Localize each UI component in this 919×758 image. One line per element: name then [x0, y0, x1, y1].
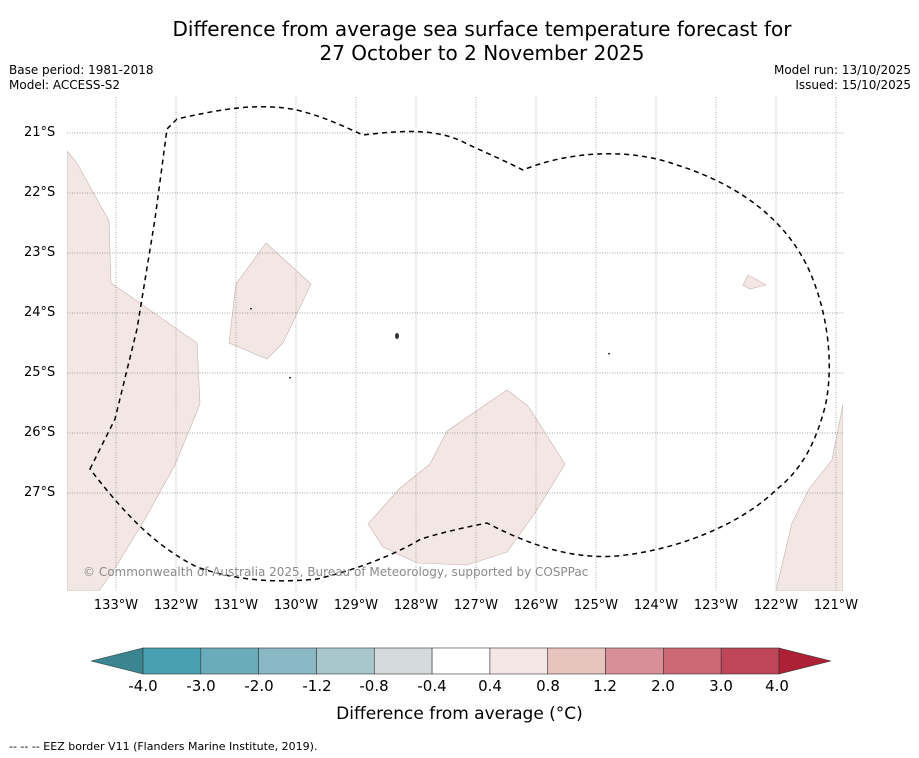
colorbar-segment	[142, 647, 202, 675]
colorbar-tick: 1.2	[593, 677, 617, 695]
colorbar-segment	[605, 647, 664, 675]
colorbar-label: Difference from average (°C)	[336, 704, 583, 724]
colorbar-tick: 2.0	[651, 677, 675, 695]
colorbar-segment	[431, 647, 491, 675]
anomaly-region-central	[367, 389, 566, 566]
lon-label-133: 133°W	[93, 598, 139, 613]
small-features	[250, 308, 610, 379]
colorbar-segment	[663, 647, 722, 675]
colorbar-extend-low	[90, 647, 144, 675]
lat-label-24: 24°S	[24, 305, 56, 320]
metadata-left: Base period: 1981-2018 Model: ACCESS-S2	[9, 63, 154, 93]
colorbar-tick: 3.0	[709, 677, 733, 695]
model-run: Model run: 13/10/2025	[773, 63, 911, 77]
lon-label-122: 122°W	[753, 598, 799, 613]
lon-label-128: 128°W	[393, 598, 439, 613]
colorbar-segment	[489, 647, 549, 675]
colorbar-segment	[720, 647, 780, 675]
colorbar-segment	[258, 647, 317, 675]
lon-label-132: 132°W	[153, 598, 199, 613]
lon-label-125: 125°W	[573, 598, 619, 613]
lon-label-121: 121°W	[813, 598, 859, 613]
lat-label-21: 21°S	[24, 125, 56, 140]
lon-label-126: 126°W	[513, 598, 559, 613]
title-line-2: 27 October to 2 November 2025	[319, 41, 645, 65]
anomaly-region-east-small	[742, 274, 767, 290]
colorbar-tick: -2.0	[244, 677, 274, 695]
colorbar-segment	[200, 647, 259, 675]
footnote: -- -- -- EEZ border V11 (Flanders Marine…	[9, 740, 318, 753]
colorbar-segment	[373, 647, 433, 675]
feature-dot-1	[395, 333, 399, 339]
map-canvas	[67, 97, 843, 591]
colorbar-graphic	[90, 647, 832, 675]
map-panel	[67, 97, 843, 591]
base-period: Base period: 1981-2018	[9, 63, 154, 77]
feature-dot-4	[608, 353, 610, 355]
issued-date: Issued: 15/10/2025	[795, 78, 911, 92]
colorbar-tick: -3.0	[186, 677, 216, 695]
colorbar-extend-high	[778, 647, 832, 675]
feature-dot-3	[289, 377, 291, 379]
colorbar-tick: -4.0	[128, 677, 158, 695]
colorbar-tick: 0.8	[536, 677, 560, 695]
model-name: Model: ACCESS-S2	[9, 78, 121, 92]
anomaly-region-small-west	[228, 242, 312, 360]
title-line-1: Difference from average sea surface temp…	[172, 17, 792, 41]
lat-label-27: 27°S	[24, 485, 56, 500]
colorbar-tick: 0.4	[478, 677, 502, 695]
chart-title: Difference from average sea surface temp…	[0, 17, 919, 65]
colorbar-tick: 4.0	[765, 677, 789, 695]
lat-label-23: 23°S	[24, 245, 56, 260]
anomaly-region-east	[776, 403, 843, 591]
colorbar-tick: -0.4	[417, 677, 447, 695]
colorbar-tick: -1.2	[302, 677, 332, 695]
colorbar-tick: -0.8	[359, 677, 389, 695]
copyright-text: © Commonwealth of Australia 2025, Bureau…	[83, 565, 589, 579]
lat-label-22: 22°S	[24, 185, 56, 200]
eez-border	[89, 106, 830, 582]
lat-label-25: 25°S	[24, 365, 56, 380]
lon-label-124: 124°W	[633, 598, 679, 613]
lat-label-26: 26°S	[24, 425, 56, 440]
lon-label-127: 127°W	[453, 598, 499, 613]
feature-dot-2	[250, 308, 252, 310]
gridlines	[67, 97, 843, 591]
colorbar	[90, 645, 832, 677]
lon-label-131: 131°W	[213, 598, 259, 613]
lon-label-129: 129°W	[333, 598, 379, 613]
metadata-right: Model run: 13/10/2025 Issued: 15/10/2025	[774, 63, 911, 93]
colorbar-segment	[316, 647, 375, 675]
colorbar-segment	[547, 647, 606, 675]
lon-label-130: 130°W	[273, 598, 319, 613]
lon-label-123: 123°W	[693, 598, 739, 613]
